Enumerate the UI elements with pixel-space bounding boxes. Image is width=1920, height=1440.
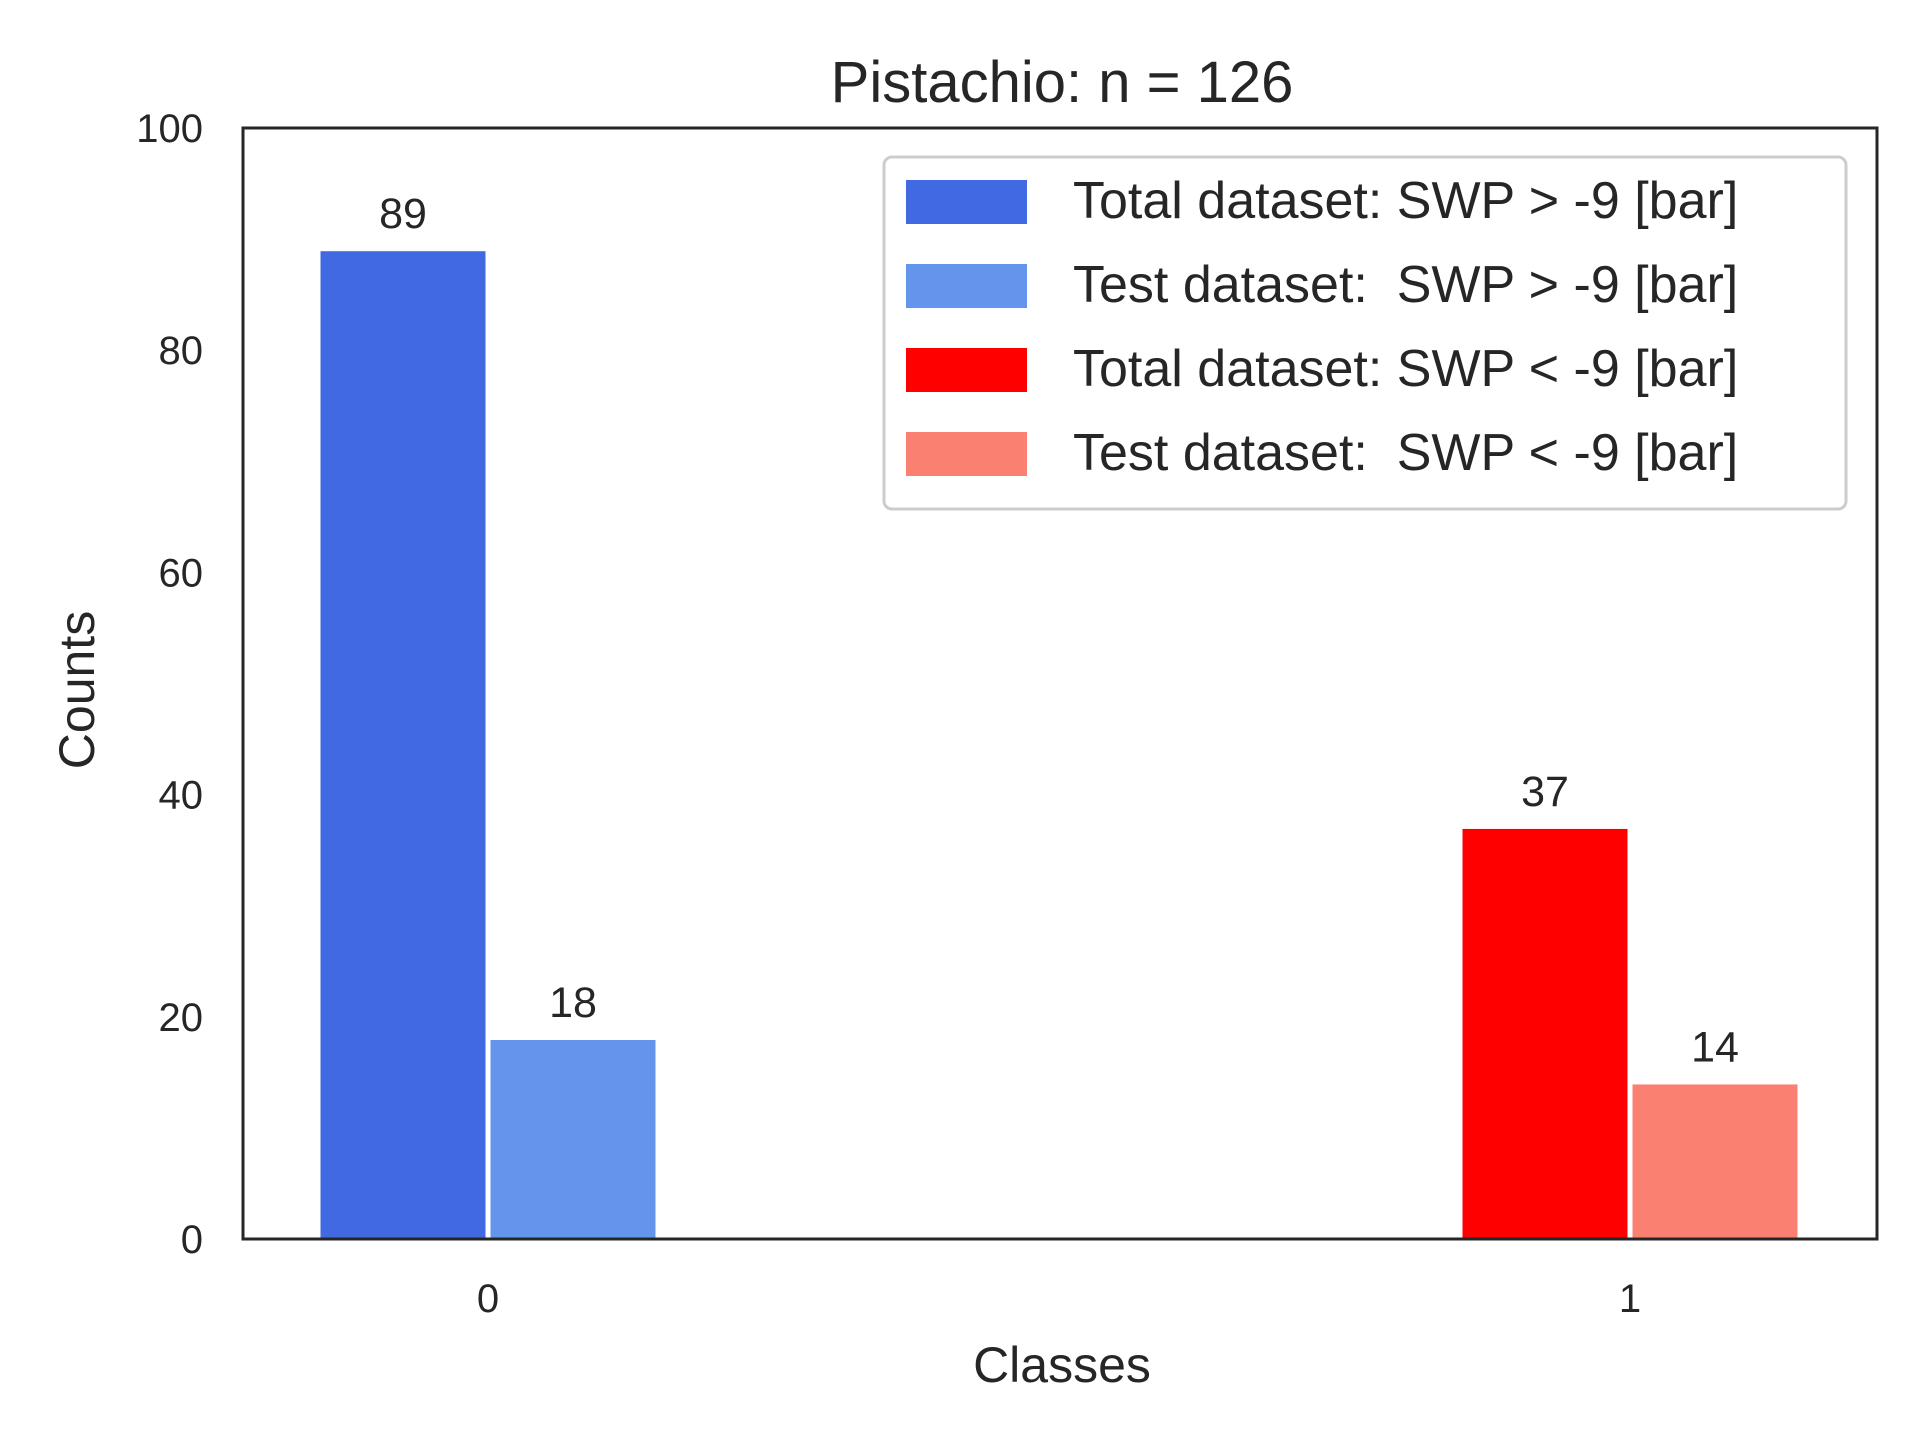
y-tick-label: 20 [159, 996, 204, 1040]
bar-value-label: 89 [379, 190, 427, 238]
legend-label: Test dataset: SWP < -9 [bar] [1073, 424, 1738, 482]
bars [318, 249, 1800, 1241]
legend-label: Total dataset: SWP < -9 [bar] [1073, 340, 1738, 398]
legend-items: Total dataset: SWP > -9 [bar] Test datase… [906, 172, 1738, 482]
bar-value-label: 37 [1521, 768, 1569, 816]
y-tick-label: 40 [159, 774, 204, 818]
legend-label: Test dataset: SWP > -9 [bar] [1073, 256, 1738, 314]
y-axis-label: Counts [49, 611, 105, 769]
plot-frame [241, 126, 1879, 1241]
y-tick-label: 100 [136, 107, 203, 151]
y-tick-label: 60 [159, 551, 204, 595]
bar-value-label: 18 [549, 979, 597, 1027]
y-tick-label: 0 [181, 1218, 203, 1262]
y-tick-label: 80 [159, 329, 204, 373]
bar-value-label: 14 [1691, 1023, 1739, 1071]
x-tick-label: 0 [477, 1277, 499, 1321]
x-tick-label: 1 [1619, 1277, 1641, 1321]
legend: Total dataset: SWP > -9 [bar] Test datase… [882, 155, 1848, 511]
legend-swatch [906, 432, 1027, 476]
legend-swatch [906, 348, 1027, 392]
legend-swatch [906, 264, 1027, 308]
legend-box [882, 155, 1848, 511]
chart-title: Pistachio: n = 126 [831, 50, 1294, 115]
y-axis-ticks: 0 20 40 60 80 100 [136, 107, 203, 1262]
bar [318, 249, 488, 1240]
bar [488, 1038, 658, 1241]
x-axis-label: Classes [973, 1337, 1151, 1393]
bar [1630, 1082, 1800, 1240]
legend-swatch [906, 180, 1027, 224]
bar-value-labels: 89 18 37 14 [379, 190, 1739, 1071]
legend-label: Total dataset: SWP > -9 [bar] [1073, 172, 1738, 230]
bar [1460, 826, 1630, 1240]
